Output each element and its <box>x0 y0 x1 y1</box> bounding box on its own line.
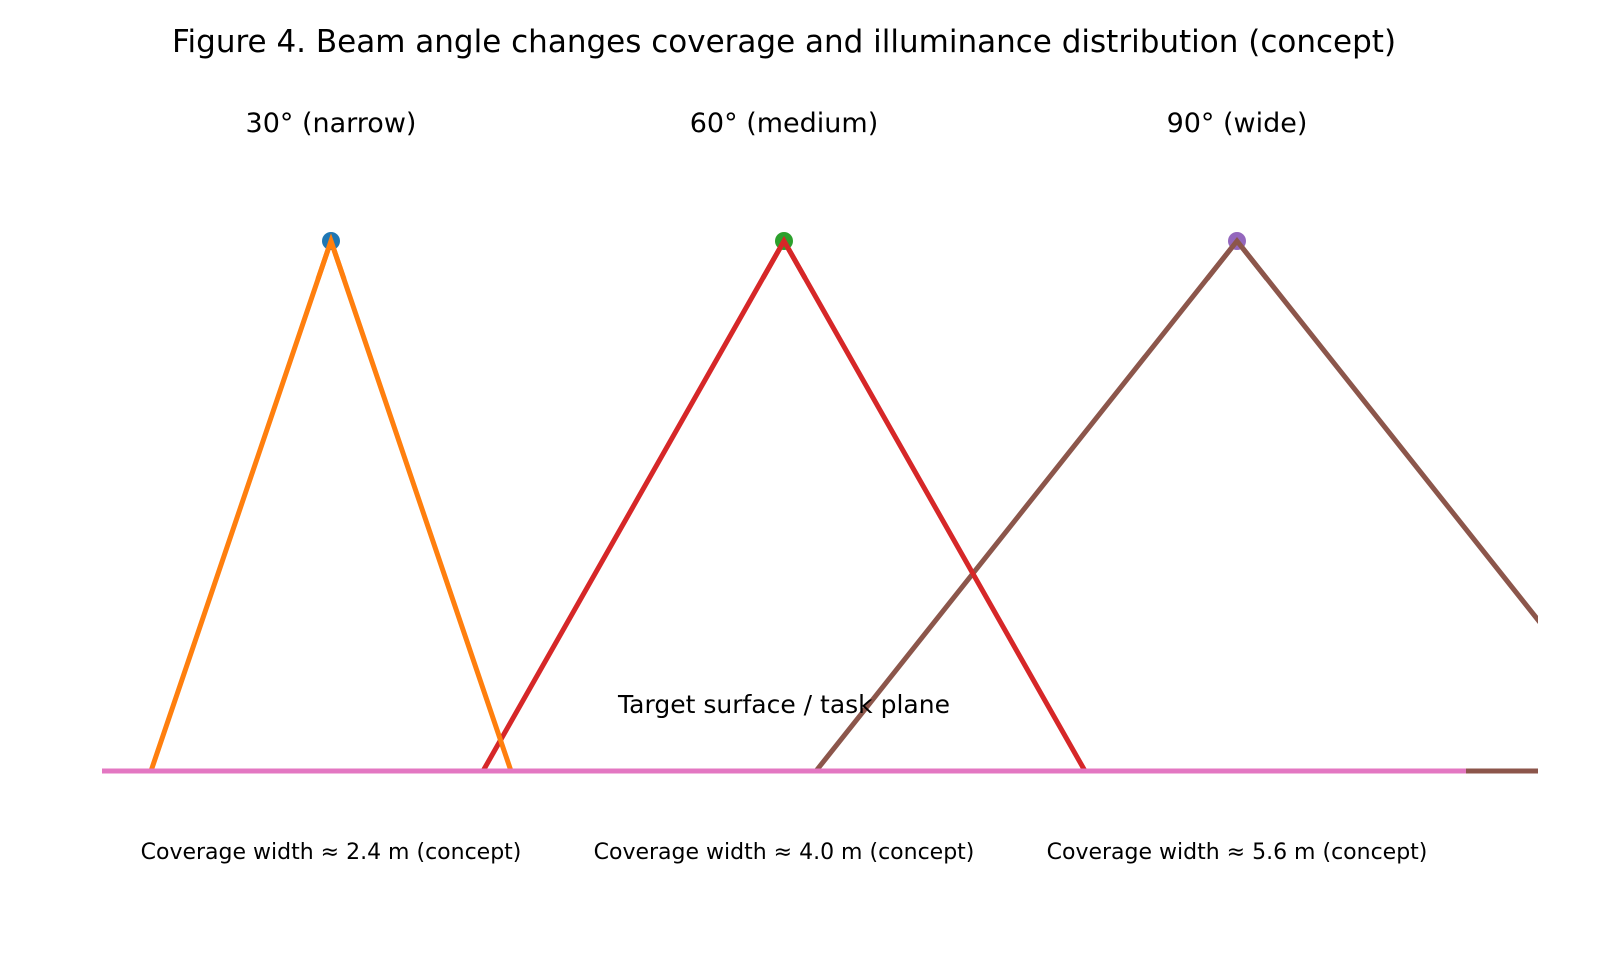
panel-title-wide: 90° (wide) <box>1166 108 1308 139</box>
figure-title: Figure 4. Beam angle changes coverage an… <box>171 24 1397 60</box>
panel-title-medium: 60° (medium) <box>689 108 879 139</box>
coverage-label-wide: Coverage width ≈ 5.6 m (concept) <box>1046 840 1428 865</box>
surface-label: Target surface / task plane <box>618 690 950 719</box>
beam-narrow <box>148 233 514 772</box>
panel-title-narrow: 30° (narrow) <box>245 108 417 139</box>
coverage-label-narrow: Coverage width ≈ 2.4 m (concept) <box>140 840 522 865</box>
coverage-label-medium: Coverage width ≈ 4.0 m (concept) <box>593 840 975 865</box>
